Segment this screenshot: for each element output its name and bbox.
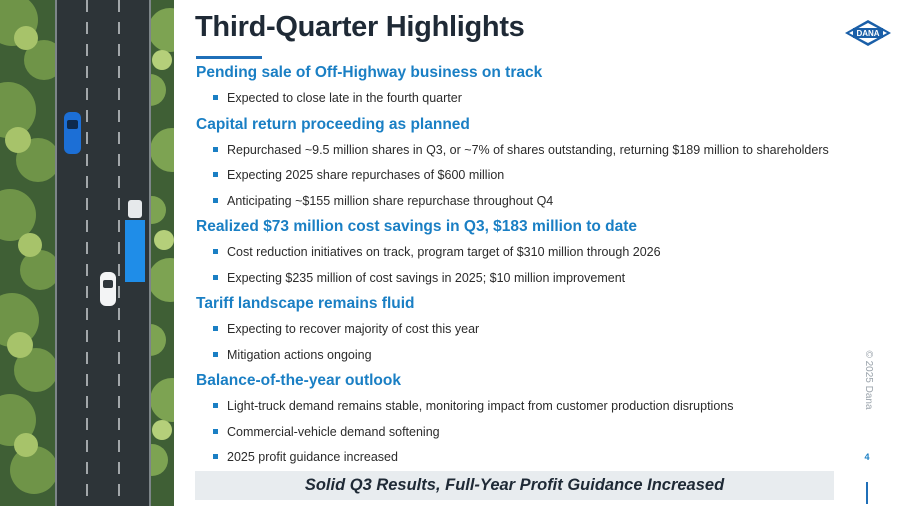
bullet-item: Expecting $235 million of cost savings i… — [196, 269, 846, 295]
bullet-item: Expecting 2025 share repurchases of $600… — [196, 166, 846, 192]
section-heading: Capital return proceeding as planned — [196, 115, 470, 133]
section-heading: Tariff landscape remains fluid — [196, 295, 415, 312]
logo-text: DANA — [856, 29, 879, 38]
bullet-square-icon — [213, 403, 218, 408]
bullet-text: Light-truck demand remains stable, monit… — [227, 399, 734, 413]
bullet-text: 2025 profit guidance increased — [227, 450, 398, 464]
bullet-text: Expected to close late in the fourth qua… — [227, 91, 462, 105]
bullet-text: Cost reduction initiatives on track, pro… — [227, 245, 661, 259]
section-heading: Realized $73 million cost savings in Q3,… — [196, 218, 638, 235]
bullet-square-icon — [213, 326, 218, 331]
slide-title: Third-Quarter Highlights — [195, 11, 525, 43]
highlights-content: Pending sale of Off-Highway business on … — [196, 63, 846, 474]
bullet-item: Anticipating ~$155 million share repurch… — [196, 192, 846, 218]
bullet-item: Expecting to recover majority of cost th… — [196, 320, 846, 346]
bullet-square-icon — [213, 95, 218, 100]
bullet-item: Mitigation actions ongoing — [196, 346, 846, 372]
bullet-item: Repurchased ~9.5 million shares in Q3, o… — [196, 141, 846, 167]
page-indicator-bar — [866, 482, 868, 504]
bullet-square-icon — [213, 351, 218, 357]
section-heading: Balance-of-the-year outlook — [196, 372, 401, 389]
summary-banner: Solid Q3 Results, Full-Year Profit Guida… — [195, 471, 834, 500]
title-underline — [196, 56, 262, 59]
bullet-square-icon — [213, 197, 218, 203]
bullet-item: Expected to close late in the fourth qua… — [196, 89, 846, 115]
bullet-text: Expecting to recover majority of cost th… — [227, 322, 480, 336]
bullet-square-icon — [213, 249, 218, 254]
bullet-square-icon — [213, 428, 218, 434]
dana-logo: DANA — [844, 19, 892, 47]
bullet-text: Commercial-vehicle demand softening — [227, 424, 440, 439]
copyright-notice: © 2025 Dana — [863, 350, 874, 410]
bullet-item: Light-truck demand remains stable, monit… — [196, 397, 846, 423]
bullet-item: Cost reduction initiatives on track, pro… — [196, 243, 846, 269]
bullet-square-icon — [213, 172, 218, 177]
page-number: 4 — [864, 452, 870, 462]
bullet-square-icon — [213, 146, 218, 152]
bullet-text: Expecting 2025 share repurchases of $600… — [227, 168, 505, 182]
section-heading: Pending sale of Off-Highway business on … — [196, 64, 543, 81]
bullet-text: Anticipating ~$155 million share repurch… — [227, 193, 554, 208]
bullet-square-icon — [213, 274, 218, 280]
bullet-text: Expecting $235 million of cost savings i… — [227, 270, 626, 285]
bullet-text: Mitigation actions ongoing — [227, 347, 372, 362]
bullet-square-icon — [213, 454, 218, 459]
road-aerial-photo — [0, 0, 174, 506]
road-forest-illustration — [0, 0, 174, 506]
bullet-item: 2025 profit guidance increased — [196, 448, 846, 474]
bullet-text: Repurchased ~9.5 million shares in Q3, o… — [227, 142, 829, 157]
bullet-item: Commercial-vehicle demand softening — [196, 423, 846, 449]
